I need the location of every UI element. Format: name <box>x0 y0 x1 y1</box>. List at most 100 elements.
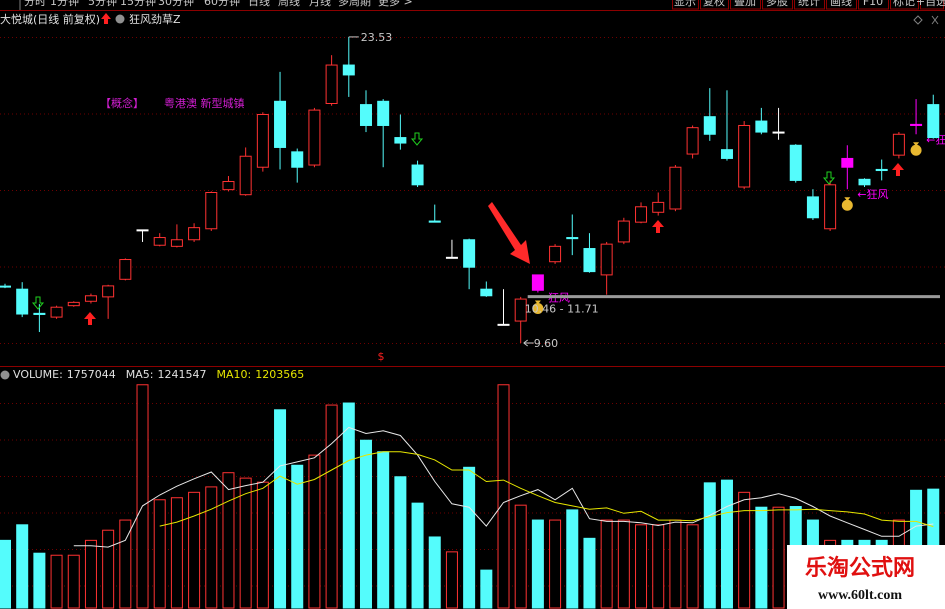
volume-bar <box>205 486 218 609</box>
candle-body <box>497 323 510 326</box>
volume-bar <box>342 402 355 609</box>
candle-body <box>720 149 733 159</box>
toolbar: 分时 1分钟 5分钟 15分钟 30分钟 60分钟 日线 周线 月线 多周期 更多 > 显示 复权 叠加 多… <box>19 0 945 10</box>
buy-arrow <box>652 220 664 233</box>
panel-icon <box>0 370 10 380</box>
toolbar-button-frame[interactable] <box>890 0 919 10</box>
volume-bar <box>497 384 510 609</box>
legend-name: MA10: <box>217 368 252 381</box>
volume-bar <box>583 537 596 609</box>
watermark-title: 乐淘公式网 <box>805 555 915 581</box>
volume-bar <box>102 529 115 609</box>
candle-body <box>892 133 905 156</box>
marker-label: $ <box>378 350 385 363</box>
ma-line <box>73 426 934 548</box>
candle-body <box>67 301 80 307</box>
sell-arrow <box>822 171 836 185</box>
candle-body <box>239 155 252 196</box>
period-tab[interactable]: 60分钟 <box>204 0 240 8</box>
toolbar-button[interactable]: 多股 <box>766 0 788 8</box>
candle-body <box>84 295 97 302</box>
period-tab[interactable]: 多周期 <box>338 0 371 8</box>
candle-body <box>789 144 802 181</box>
candle-body <box>824 184 837 230</box>
legend-value: 1757044 <box>67 368 116 381</box>
candle-body <box>394 137 407 144</box>
period-tab[interactable]: 分时 <box>24 0 46 8</box>
candle-body <box>342 64 355 76</box>
candle-body <box>170 239 183 247</box>
period-tab[interactable]: 1分钟 <box>50 0 79 8</box>
period-tab[interactable]: 5分钟 <box>88 0 117 8</box>
low-pointer <box>523 339 534 347</box>
toolbar-button-frame[interactable] <box>794 0 825 10</box>
candle-body <box>927 104 940 139</box>
volume-bar <box>33 552 46 609</box>
period-tab[interactable]: 15分钟 <box>120 0 156 8</box>
volume-bar <box>652 524 665 609</box>
toolbar-button[interactable]: 复权 <box>703 0 725 8</box>
toolbar-button-frame[interactable] <box>826 0 857 10</box>
volume-bar <box>411 502 424 609</box>
toolbar-button[interactable]: 画线 <box>830 0 852 8</box>
period-tab[interactable]: 日线 <box>248 0 270 8</box>
candle-body <box>531 274 544 291</box>
legend-name: MA5: <box>126 368 154 381</box>
volume-bar <box>566 509 579 609</box>
candle-body <box>463 239 476 268</box>
volume-bar <box>239 477 252 609</box>
candle-body <box>738 124 751 188</box>
toolbar-button-frame[interactable] <box>858 0 889 10</box>
toolbar-button[interactable]: 统计 <box>798 0 820 8</box>
toolbar-button-frame[interactable] <box>920 0 944 10</box>
volume-bar <box>0 539 11 609</box>
candle-body <box>205 192 218 230</box>
toolbar-button-frame[interactable] <box>672 0 699 10</box>
candle-body <box>16 288 29 315</box>
toolbar-button-frame[interactable] <box>762 0 793 10</box>
toolbar-button[interactable]: 显示 <box>674 0 696 8</box>
toolbar-button[interactable]: F10 <box>863 0 883 8</box>
toolbar-button[interactable]: 叠加 <box>734 0 756 8</box>
period-tab[interactable]: 月线 <box>309 0 331 8</box>
legend-value: 1203565 <box>255 368 304 381</box>
candle-body <box>566 237 579 240</box>
money-bag <box>532 302 544 314</box>
money-bag <box>910 144 922 156</box>
volume-bar <box>359 439 372 609</box>
candle-body <box>617 220 630 243</box>
candle-body <box>359 104 372 126</box>
low-label: 9.60 <box>534 337 559 350</box>
volume-bar <box>669 519 682 609</box>
toolbar-button-frame[interactable] <box>730 0 761 10</box>
candle-body <box>703 116 716 135</box>
period-tab[interactable]: 周线 <box>278 0 300 8</box>
volume-bar <box>755 506 768 609</box>
volume-bar <box>635 524 648 609</box>
candle-body <box>445 256 458 259</box>
period-tab[interactable]: 30分钟 <box>158 0 194 8</box>
volume-bar <box>445 551 458 609</box>
chart-title: 大悦城(日线 前复权) <box>0 12 100 26</box>
candle-body <box>755 120 768 133</box>
period-tab[interactable]: 更多 > <box>378 0 413 8</box>
candle-body <box>50 306 63 318</box>
concept-tag: 【概念】 <box>100 96 144 110</box>
icon[interactable] <box>913 15 923 25</box>
volume-bar <box>188 491 201 609</box>
toolbar-button-frame[interactable] <box>700 0 729 10</box>
candle-body <box>600 243 613 276</box>
candle-body <box>635 206 648 223</box>
volume-bar <box>377 451 390 609</box>
volume-bar <box>772 506 785 609</box>
close-icon[interactable] <box>931 15 939 25</box>
volume-bar <box>274 409 287 609</box>
money-bag-top <box>844 197 851 202</box>
toolbar-button[interactable]: +自选 <box>916 0 945 8</box>
candle-body <box>910 123 923 126</box>
toolbar-button[interactable]: 标记 <box>893 0 915 8</box>
money-bag <box>841 199 853 211</box>
candle-body <box>583 248 596 273</box>
indicator-name: 狂风劲草Z <box>129 13 181 26</box>
